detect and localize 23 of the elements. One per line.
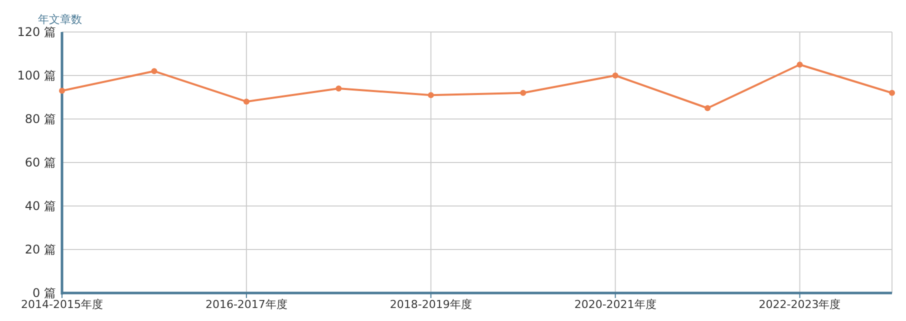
x-tick-label: 2014-2015年度 (21, 298, 103, 311)
y-tick-label: 40 篇 (24, 199, 56, 213)
y-tick-label: 120 篇 (17, 25, 56, 39)
point (428, 92, 434, 98)
x-tick-label: 2020-2021年度 (574, 298, 656, 311)
y-tick-label: 80 篇 (24, 112, 56, 126)
y-tick-label: 60 篇 (24, 156, 56, 170)
point (889, 90, 895, 96)
y-tick-label: 20 篇 (24, 242, 56, 256)
point (336, 86, 342, 92)
point (796, 62, 803, 68)
point (151, 68, 158, 74)
y-tick-label: 100 篇 (17, 68, 56, 82)
point (520, 90, 526, 96)
x-tick-label: 2022-2023年度 (758, 298, 841, 311)
y-axis-title: 年文章数 (38, 13, 82, 26)
point (243, 98, 250, 105)
point (704, 105, 711, 112)
x-tick-label: 2018-2019年度 (390, 298, 472, 311)
x-tick-label: 2016-2017年度 (205, 298, 288, 311)
y-tick-label: 0 篇 (32, 286, 56, 300)
point (59, 88, 65, 94)
point (612, 72, 618, 78)
